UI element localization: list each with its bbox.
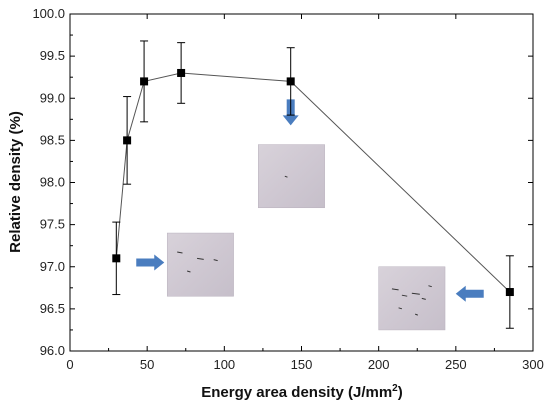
x-tick-label: 200 [368, 357, 390, 372]
defect-mark [414, 313, 418, 316]
data-point [123, 136, 132, 145]
y-tick-label: 96.5 [40, 301, 65, 316]
x-tick-label: 0 [66, 357, 73, 372]
defect-mark [398, 307, 403, 310]
series-line [115, 72, 511, 293]
defect-mark [284, 175, 288, 178]
x-tick-label: 100 [213, 357, 235, 372]
arrows-group [136, 99, 484, 302]
defect-mark [186, 270, 191, 273]
defect-mark [213, 259, 218, 262]
x-tick-label: 300 [522, 357, 544, 372]
defect-mark [411, 292, 420, 295]
defect-mark [197, 257, 204, 260]
y-tick-label: 100.0 [32, 6, 65, 21]
arrow-right-icon [136, 254, 165, 271]
microstructure-inset-high [378, 266, 446, 331]
y-tick-label: 97.5 [40, 217, 65, 232]
defect-mark [421, 297, 426, 300]
x-tick-label: 150 [291, 357, 313, 372]
x-tick-label: 50 [140, 357, 154, 372]
x-tick-label: 250 [445, 357, 467, 372]
y-axis-ticks: 96.0 96.5 97.0 97.5 98.0 98.5 99.0 99.5 100.0 [32, 6, 533, 358]
data-point [177, 68, 186, 77]
points-group [112, 68, 514, 297]
insets-group [166, 144, 446, 331]
x-axis-ticks: 0 50 100 150 200 250 300 [66, 14, 544, 372]
data-point [112, 254, 121, 263]
y-tick-label: 97.0 [40, 259, 65, 274]
defect-mark [401, 294, 408, 297]
y-tick-label: 99.0 [40, 90, 65, 105]
series-line-group [115, 72, 511, 293]
y-tick-label: 99.5 [40, 48, 65, 63]
defect-mark [177, 251, 183, 254]
y-tick-label: 98.0 [40, 175, 65, 190]
data-point [505, 288, 514, 297]
microstructure-inset-low [166, 232, 234, 297]
data-point [140, 77, 149, 86]
y-axis-title: Relative density (%) [7, 111, 24, 253]
defect-mark [391, 288, 399, 291]
x-axis-title: Energy area density (J/mm2) [201, 383, 402, 401]
defect-mark [428, 285, 432, 288]
y-tick-label: 98.5 [40, 132, 65, 147]
arrow-left-icon [455, 285, 484, 302]
microstructure-inset-mid [258, 144, 325, 209]
y-tick-label: 96.0 [40, 343, 65, 358]
data-point [286, 77, 295, 86]
